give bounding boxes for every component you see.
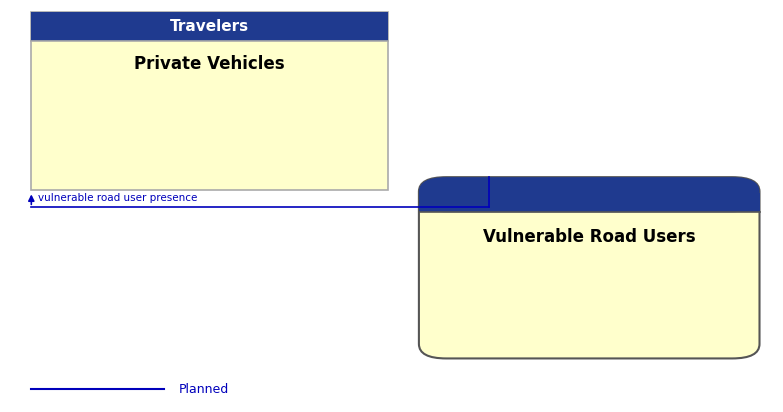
Bar <box>31 12 388 190</box>
Text: Planned: Planned <box>179 383 229 396</box>
Text: Travelers: Travelers <box>170 19 249 34</box>
Text: Vulnerable Road Users: Vulnerable Road Users <box>483 228 695 246</box>
Text: vulnerable road user presence: vulnerable road user presence <box>38 193 197 203</box>
FancyBboxPatch shape <box>419 177 760 212</box>
Bar <box>419 193 760 212</box>
Bar <box>31 12 388 41</box>
FancyBboxPatch shape <box>419 177 760 358</box>
Text: Private Vehicles: Private Vehicles <box>134 55 285 73</box>
